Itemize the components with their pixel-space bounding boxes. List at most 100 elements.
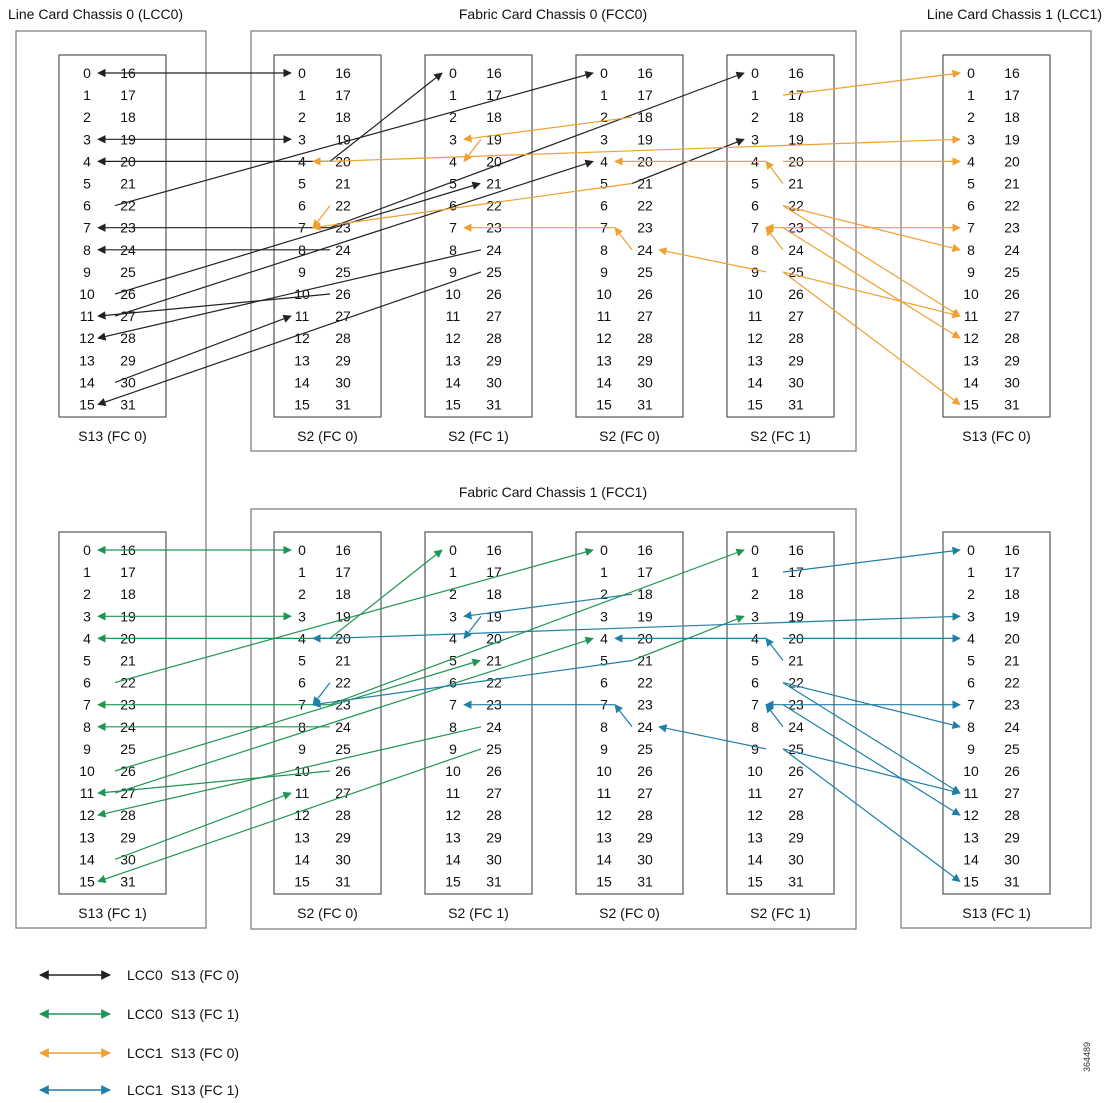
port-right: 18: [120, 586, 136, 602]
connection-arrow-green: [114, 791, 292, 860]
port-left: 3: [449, 608, 457, 624]
fcc0-title: Fabric Card Chassis 0 (FCC0): [459, 6, 647, 22]
lcc1-title: Line Card Chassis 1 (LCC1): [927, 6, 1102, 22]
port-left: 10: [963, 763, 979, 779]
connection-arrow-green: [329, 548, 745, 706]
port-left: 5: [449, 176, 457, 192]
port-left: 9: [83, 264, 91, 280]
port-left: 9: [600, 264, 608, 280]
port-right: 27: [335, 785, 351, 801]
port-left: 8: [967, 242, 975, 258]
port-left: 15: [294, 397, 310, 413]
port-right: 16: [637, 542, 653, 558]
port-left: 12: [596, 330, 612, 346]
port-left: 5: [83, 176, 91, 192]
port-left: 0: [751, 65, 759, 81]
port-left: 10: [294, 763, 310, 779]
port-right: 27: [486, 785, 502, 801]
card-lcc1-top: 0 16 1 17 2 18 3 19 4 20 5 21 6 22 7 23 8 24 9 25 10 26 11 27 12…: [942, 54, 1051, 444]
port-left: 7: [83, 697, 91, 713]
port-left: 6: [449, 675, 457, 691]
port-left: 8: [600, 719, 608, 735]
port-left: 8: [449, 719, 457, 735]
port-right: 18: [335, 586, 351, 602]
port-left: 3: [83, 131, 91, 147]
connection-arrow-black: [114, 314, 292, 383]
port-right: 21: [335, 653, 351, 669]
port-left: 15: [963, 397, 979, 413]
connection-arrow-green: [329, 549, 443, 639]
legend-label-green: LCC0 S13 (FC 1): [127, 1006, 239, 1022]
port-left: 4: [83, 630, 91, 646]
port-left: 10: [294, 286, 310, 302]
port-left: 8: [751, 242, 759, 258]
port-right: 29: [788, 352, 804, 368]
port-left: 9: [751, 264, 759, 280]
port-right: 22: [788, 198, 804, 214]
port-left: 1: [83, 564, 91, 580]
card-label: S13 (FC 0): [78, 428, 146, 444]
card-label: S2 (FC 0): [297, 905, 358, 921]
card-box: [273, 54, 382, 418]
port-left: 3: [967, 608, 975, 624]
port-left: 4: [967, 153, 975, 169]
connection-arrow-orange: [782, 205, 961, 317]
port-left: 9: [449, 264, 457, 280]
port-right: 28: [788, 807, 804, 823]
port-right: 23: [335, 697, 351, 713]
port-left: 10: [445, 763, 461, 779]
card-box: [424, 54, 533, 418]
port-left: 13: [445, 352, 461, 368]
port-left: 13: [596, 352, 612, 368]
connection-arrow-orange: [782, 271, 961, 406]
port-right: 18: [637, 109, 653, 125]
arrows-layer: [97, 68, 961, 883]
legend-item-green: LCC0 S13 (FC 1): [39, 1006, 239, 1022]
port-right: 31: [1004, 397, 1020, 413]
port-right: 21: [1004, 176, 1020, 192]
port-left: 11: [748, 308, 763, 324]
port-right: 17: [335, 564, 351, 580]
port-left: 1: [600, 564, 608, 580]
port-left: 15: [79, 874, 95, 890]
port-right: 16: [486, 542, 502, 558]
port-left: 8: [83, 242, 91, 258]
port-right: 24: [335, 719, 351, 735]
port-left: 8: [449, 242, 457, 258]
port-left: 11: [748, 785, 763, 801]
port-right: 24: [637, 719, 653, 735]
port-left: 3: [83, 608, 91, 624]
card-box: [726, 54, 835, 418]
port-right: 30: [335, 374, 351, 390]
port-left: 3: [449, 131, 457, 147]
port-left: 3: [298, 608, 306, 624]
port-left: 3: [967, 131, 975, 147]
port-right: 29: [335, 352, 351, 368]
card-label: S2 (FC 0): [599, 428, 660, 444]
port-right: 26: [120, 286, 136, 302]
port-left: 6: [967, 675, 975, 691]
port-right: 19: [788, 131, 804, 147]
port-right: 24: [486, 719, 502, 735]
port-right: 17: [1004, 87, 1020, 103]
port-right: 22: [335, 675, 351, 691]
port-right: 27: [637, 308, 653, 324]
port-left: 15: [747, 397, 763, 413]
legend-label-blue: LCC1 S13 (FC 1): [127, 1082, 239, 1098]
port-left: 13: [596, 829, 612, 845]
port-left: 12: [596, 807, 612, 823]
port-left: 15: [596, 874, 612, 890]
port-left: 2: [600, 586, 608, 602]
port-right: 28: [335, 807, 351, 823]
port-left: 9: [967, 741, 975, 757]
port-left: 10: [445, 286, 461, 302]
port-right: 29: [486, 352, 502, 368]
port-left: 11: [80, 308, 95, 324]
card-box: [942, 531, 1051, 895]
port-right: 30: [120, 374, 136, 390]
